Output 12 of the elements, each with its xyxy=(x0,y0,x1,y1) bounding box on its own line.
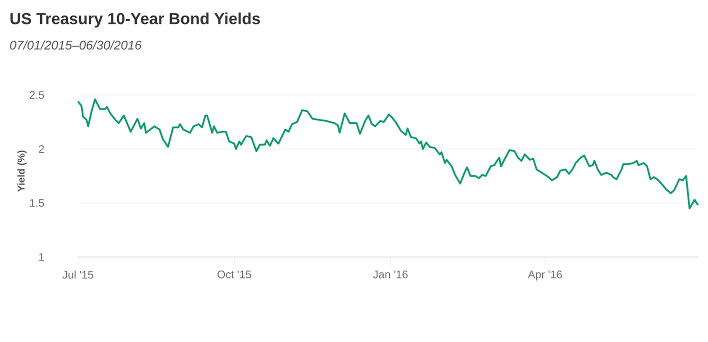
x-tick-label: Oct '15 xyxy=(218,270,252,278)
y-tick-label: 1.5 xyxy=(30,199,44,207)
y-axis-title: Yield (%) xyxy=(17,150,27,192)
y-tick-label: 2.5 xyxy=(30,91,44,99)
y-tick-label: 1 xyxy=(39,253,44,261)
chart-title: US Treasury 10-Year Bond Yields xyxy=(10,12,260,28)
line-series xyxy=(77,98,699,210)
x-tick-label: Jan '16 xyxy=(373,270,408,278)
x-tick-label: Apr '16 xyxy=(528,270,562,280)
y-tick-label: 2 xyxy=(38,145,44,153)
x-tick-label: Jul '15 xyxy=(62,270,94,279)
chart-subtitle: 07/01/2015–06/30/2016 xyxy=(10,40,142,50)
